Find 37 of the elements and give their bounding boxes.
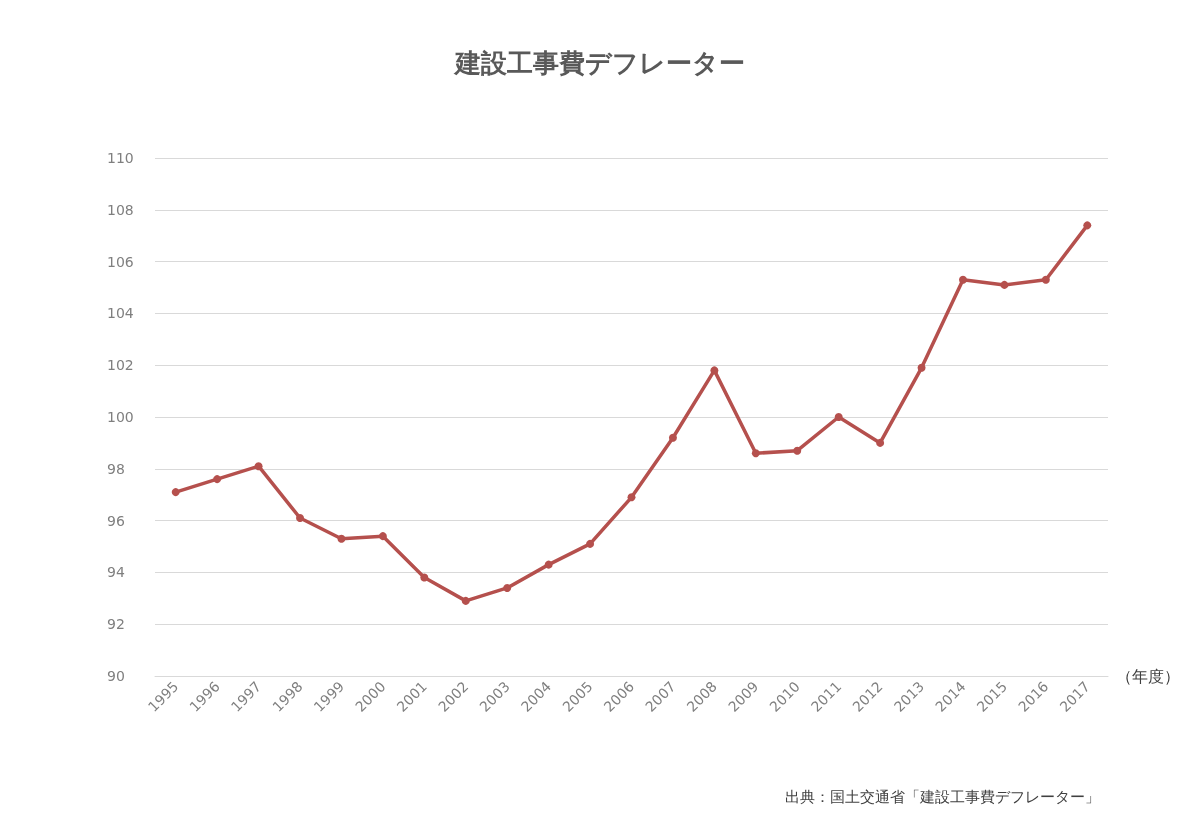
point (1000, 280, 1009, 289)
point (917, 363, 926, 372)
y-tick-label: 108 (107, 201, 134, 218)
point (1083, 221, 1092, 230)
y-tick-label: 96 (107, 512, 125, 529)
y-tick-label: 110 (107, 150, 134, 166)
y-tick-label: 98 (107, 460, 125, 477)
point (254, 462, 263, 471)
point (1041, 275, 1050, 284)
y-tick-label: 104 (107, 305, 134, 322)
point (834, 413, 843, 421)
point (296, 514, 305, 523)
point (751, 449, 760, 458)
source-note: 出典：国土交通省「建設工事費デフレーター」 (785, 787, 1100, 806)
y-tick-label: 100 (107, 409, 134, 425)
point (213, 475, 222, 484)
point (420, 573, 429, 582)
y-tick-label: 94 (107, 564, 125, 581)
point (503, 583, 512, 592)
point (337, 534, 346, 543)
y-tick-label: 92 (107, 616, 125, 633)
point (627, 493, 636, 502)
point (171, 488, 180, 497)
x-axis-title: （年度） (1116, 666, 1180, 686)
point (876, 438, 885, 447)
point (378, 532, 387, 541)
chart-title: 建設工事費デフレーター (453, 48, 745, 78)
y-tick-label: 102 (107, 357, 134, 374)
point (461, 596, 470, 605)
point (544, 560, 553, 569)
point (793, 446, 802, 455)
point (710, 366, 719, 375)
point (958, 275, 967, 284)
y-tick-label: 90 (107, 668, 125, 684)
point (586, 539, 595, 548)
y-tick-label: 106 (107, 253, 134, 270)
point (668, 433, 677, 442)
